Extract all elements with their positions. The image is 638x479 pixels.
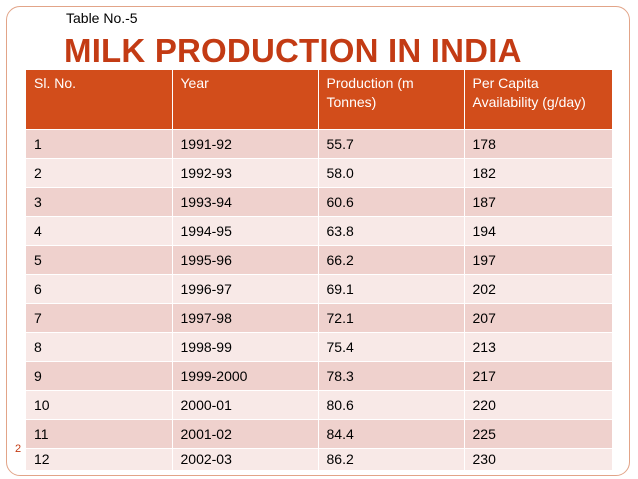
production-cell: 84.4 — [318, 418, 465, 448]
production-cell: 86.2 — [318, 447, 465, 470]
year-cell: 1999-2000 — [172, 360, 319, 390]
year-cell: 2000-01 — [172, 389, 319, 419]
sl-no-cell: 5 — [26, 244, 173, 274]
year-cell: 1995-96 — [172, 244, 319, 274]
sl-no-cell: 7 — [26, 302, 173, 332]
table-row: 12 2002-03 86.2 230 — [26, 447, 613, 470]
slide-number: 2 — [15, 443, 22, 455]
per-capita-cell: 182 — [464, 157, 613, 187]
table-header-row: Sl. No. Year Production (m Tonnes) Per C… — [26, 70, 613, 129]
production-cell: 80.6 — [318, 389, 465, 419]
production-cell: 75.4 — [318, 331, 465, 361]
production-cell: 66.2 — [318, 244, 465, 274]
production-cell: 72.1 — [318, 302, 465, 332]
table-row: 11 2001-02 84.4 225 — [26, 418, 613, 448]
sl-no-cell: 9 — [26, 360, 173, 390]
year-cell: 1992-93 — [172, 157, 319, 187]
year-cell: 1997-98 — [172, 302, 319, 332]
table-row: 1 1991-92 55.7 178 — [26, 128, 613, 158]
per-capita-cell: 225 — [464, 418, 613, 448]
table-row: 5 1995-96 66.2 197 — [26, 244, 613, 274]
milk-production-table: Sl. No. Year Production (m Tonnes) Per C… — [26, 70, 613, 470]
sl-no-cell: 2 — [26, 157, 173, 187]
sl-no-cell: 1 — [26, 128, 173, 158]
header-production: Production (m Tonnes) — [318, 70, 465, 129]
production-cell: 58.0 — [318, 157, 465, 187]
header-sl-no: Sl. No. — [26, 70, 173, 129]
year-cell: 1994-95 — [172, 215, 319, 245]
header-year: Year — [172, 70, 319, 129]
per-capita-cell: 202 — [464, 273, 613, 303]
per-capita-cell: 197 — [464, 244, 613, 274]
sl-no-cell: 11 — [26, 418, 173, 448]
slide-frame — [6, 6, 630, 476]
year-cell: 2001-02 — [172, 418, 319, 448]
year-cell: 1993-94 — [172, 186, 319, 216]
year-cell: 1998-99 — [172, 331, 319, 361]
table-row: 9 1999-2000 78.3 217 — [26, 360, 613, 390]
year-cell: 2002-03 — [172, 447, 319, 470]
year-cell: 1996-97 — [172, 273, 319, 303]
table-row: 6 1996-97 69.1 202 — [26, 273, 613, 303]
sl-no-cell: 8 — [26, 331, 173, 361]
production-cell: 69.1 — [318, 273, 465, 303]
sl-no-cell: 4 — [26, 215, 173, 245]
sl-no-cell: 3 — [26, 186, 173, 216]
table-row: 8 1998-99 75.4 213 — [26, 331, 613, 361]
table-row: 10 2000-01 80.6 220 — [26, 389, 613, 419]
per-capita-cell: 220 — [464, 389, 613, 419]
slide-title: MILK PRODUCTION IN INDIA — [64, 32, 522, 69]
per-capita-cell: 178 — [464, 128, 613, 158]
sl-no-cell: 10 — [26, 389, 173, 419]
per-capita-cell: 217 — [464, 360, 613, 390]
year-cell: 1991-92 — [172, 128, 319, 158]
table-row: 4 1994-95 63.8 194 — [26, 215, 613, 245]
table-row: 3 1993-94 60.6 187 — [26, 186, 613, 216]
table-row: 7 1997-98 72.1 207 — [26, 302, 613, 332]
per-capita-cell: 213 — [464, 331, 613, 361]
production-cell: 60.6 — [318, 186, 465, 216]
table-label: Table No.-5 — [66, 10, 138, 26]
table-row: 2 1992-93 58.0 182 — [26, 157, 613, 187]
production-cell: 78.3 — [318, 360, 465, 390]
per-capita-cell: 187 — [464, 186, 613, 216]
sl-no-cell: 6 — [26, 273, 173, 303]
per-capita-cell: 194 — [464, 215, 613, 245]
sl-no-cell: 12 — [26, 447, 173, 470]
table-body: 1 1991-92 55.7 178 2 1992-93 58.0 182 3 1993-94 60… — [26, 128, 613, 470]
per-capita-cell: 207 — [464, 302, 613, 332]
per-capita-cell: 230 — [464, 447, 613, 470]
production-cell: 55.7 — [318, 128, 465, 158]
header-per-capita: Per Capita Availability (g/day) — [464, 70, 613, 129]
production-cell: 63.8 — [318, 215, 465, 245]
